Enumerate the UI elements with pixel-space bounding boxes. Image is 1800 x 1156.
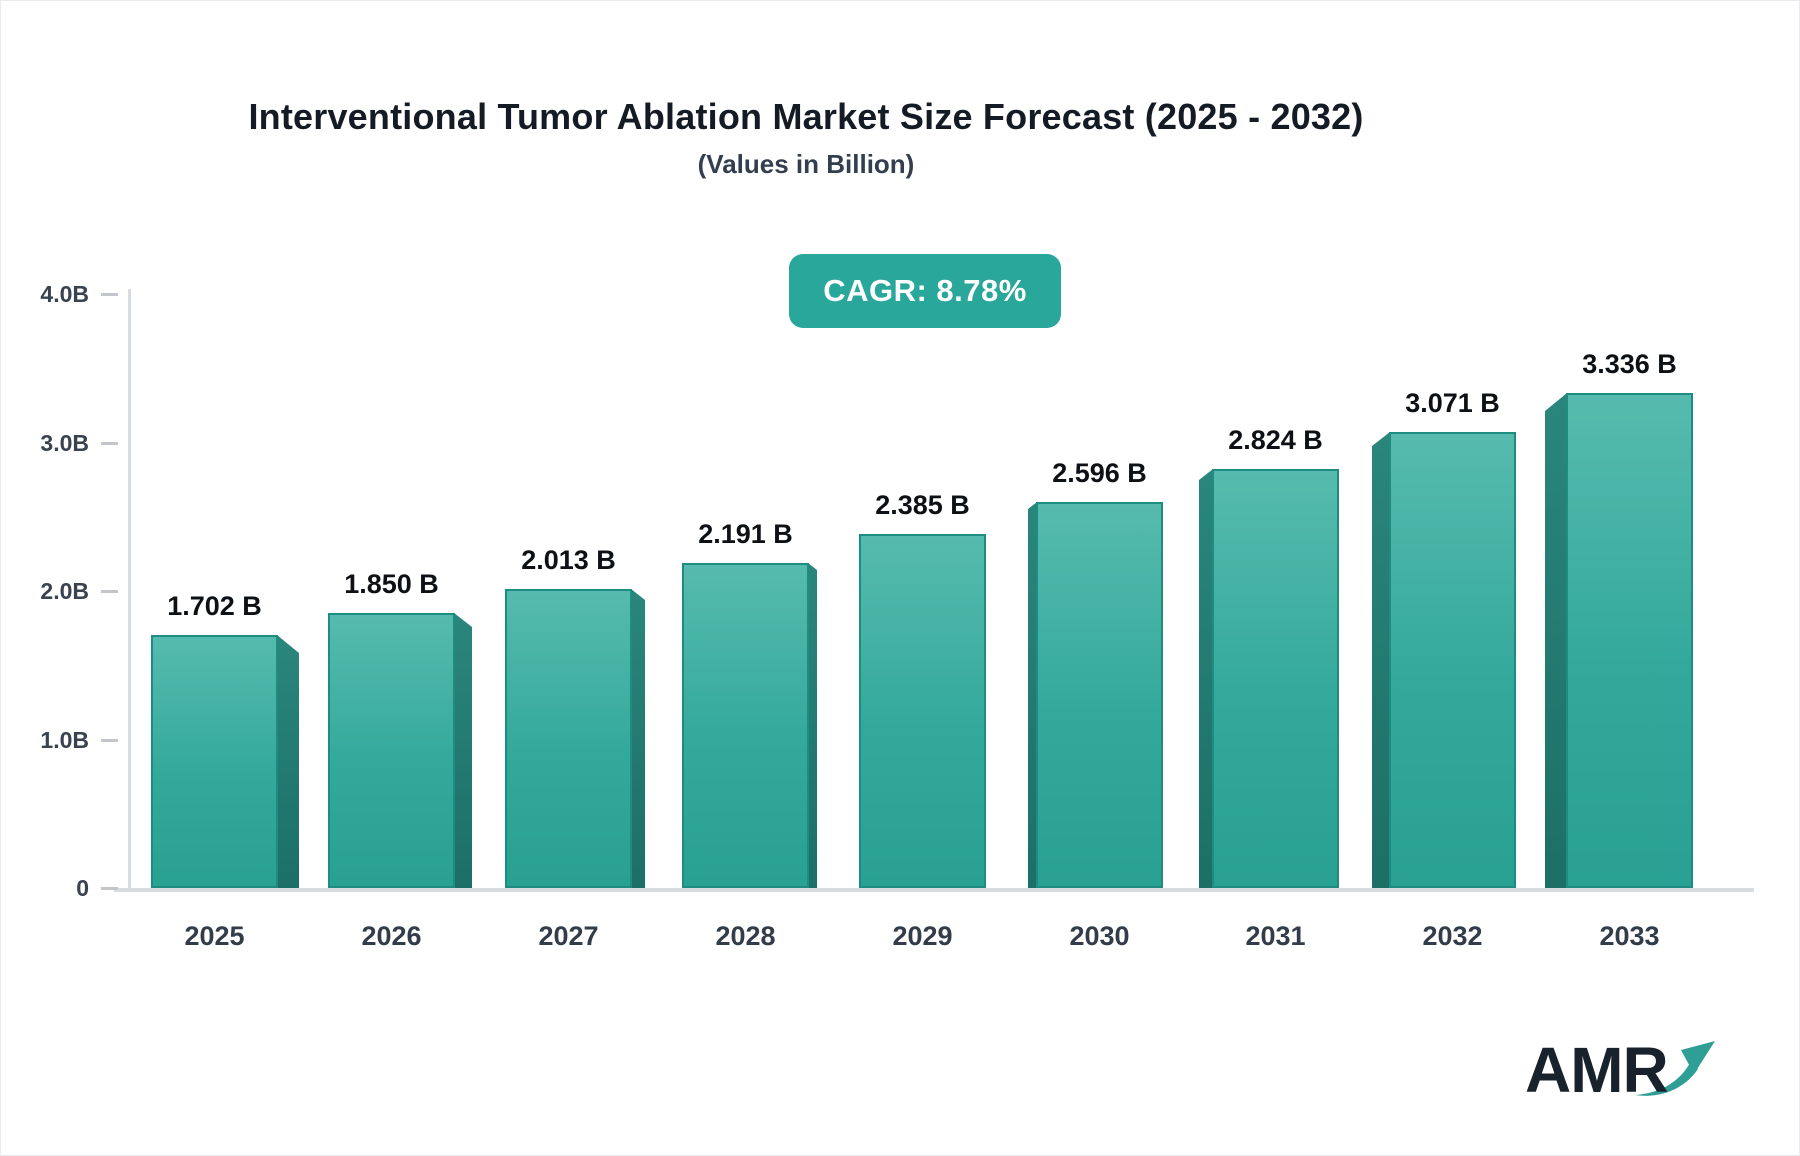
bar-value-label: 3.336 B	[1582, 349, 1677, 379]
bar-value-label: 1.702 B	[167, 591, 262, 621]
bar-value-label: 2.191 B	[698, 519, 793, 549]
bar-3d-side	[631, 589, 645, 888]
bar-3d-side	[1199, 469, 1213, 888]
x-axis-label: 2026	[361, 921, 422, 951]
x-axis-label: 2029	[892, 921, 953, 951]
chart-title: Interventional Tumor Ablation Market Siz…	[248, 96, 1364, 137]
bar-3d-side	[454, 613, 472, 888]
y-axis-tick-label: 1.0B	[40, 726, 89, 753]
y-axis-tick-label: 2.0B	[40, 578, 89, 604]
bar-value-label: 2.385 B	[875, 490, 970, 520]
y-axis-tick-label: 3.0B	[40, 429, 89, 456]
x-axis-label: 2032	[1422, 921, 1483, 951]
bar-3d-side	[1028, 502, 1037, 888]
y-axis-tick-mark	[101, 441, 118, 445]
bar-2026	[328, 613, 455, 888]
y-axis-tick-mark	[101, 293, 118, 296]
bar-3d-side	[1545, 393, 1567, 888]
y-axis-tick-label: 0	[76, 875, 89, 901]
cagr-badge: CAGR: 8.78%	[789, 254, 1061, 328]
y-axis-tick-label: 4.0B	[40, 281, 89, 307]
bar-value-label: 2.013 B	[521, 545, 616, 575]
y-axis-line	[128, 289, 131, 892]
bar-2032	[1389, 432, 1516, 888]
chart-subtitle: (Values in Billion)	[697, 149, 915, 179]
bar-2028	[682, 563, 809, 888]
bar-3d-side	[277, 635, 299, 888]
bar-value-label: 1.850 B	[344, 569, 439, 599]
bar-2029	[859, 534, 986, 888]
y-axis-tick-mark	[101, 887, 118, 890]
bar-2031	[1212, 469, 1339, 888]
x-axis-label: 2028	[715, 921, 776, 951]
x-axis-label: 2033	[1599, 921, 1660, 951]
x-axis-label: 2027	[538, 921, 599, 951]
bar-2025	[151, 635, 278, 888]
bar-value-label: 2.824 B	[1228, 425, 1323, 455]
y-axis-tick-mark	[101, 590, 118, 593]
bar-value-label: 2.596 B	[1052, 458, 1147, 488]
amr-logo: AMR	[1525, 1034, 1669, 1106]
bar-value-label: 3.071 B	[1405, 388, 1500, 418]
x-axis-label: 2030	[1069, 921, 1130, 951]
bar-2030	[1036, 502, 1163, 888]
trend-arrow-icon	[1635, 1041, 1715, 1096]
bar-3d-side	[1372, 432, 1390, 888]
bar-3d-side	[808, 563, 817, 888]
bar-2027	[505, 589, 632, 888]
bar-2033	[1566, 393, 1693, 888]
x-axis-line	[114, 888, 1754, 892]
x-axis-label: 2025	[184, 921, 245, 951]
x-axis-label: 2031	[1245, 921, 1306, 951]
y-axis-tick-mark	[101, 738, 118, 742]
